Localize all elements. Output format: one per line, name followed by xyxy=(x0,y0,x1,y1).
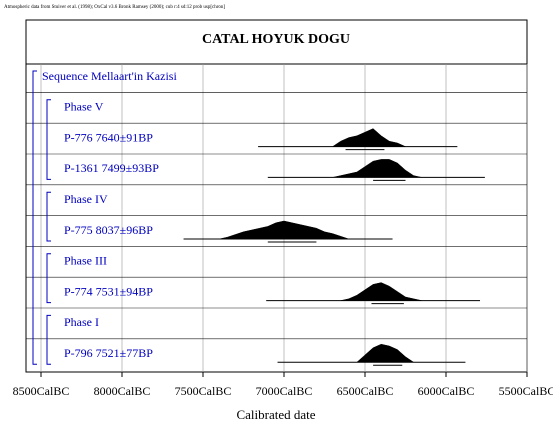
sequence-label: Sequence Mellaart'in Kazisi xyxy=(42,69,177,83)
phase-bracket xyxy=(46,253,51,304)
phase-label: Phase V xyxy=(64,100,104,114)
chart-note: Atmospheric data from Stuiver et al. (19… xyxy=(4,5,225,10)
x-axis-label: Calibrated date xyxy=(236,407,315,422)
phase-bracket xyxy=(46,314,51,365)
x-tick-label: 8000CalBC xyxy=(94,384,151,398)
probability-density xyxy=(356,343,414,363)
phase-label: Phase I xyxy=(64,315,99,329)
sample-label: P-1361 7499±93BP xyxy=(64,161,159,175)
x-tick-label: 8500CalBC xyxy=(13,384,70,398)
x-tick-label: 6000CalBC xyxy=(418,384,475,398)
sample-label: P-774 7531±94BP xyxy=(64,284,153,298)
x-tick-label: 5500CalBC xyxy=(499,384,553,398)
sample-label: P-776 7640±91BP xyxy=(64,130,153,144)
sequence-bracket xyxy=(32,70,37,365)
probability-density xyxy=(340,282,422,301)
x-tick-label: 6500CalBC xyxy=(337,384,394,398)
chart-title: CATAL HOYUK DOGU xyxy=(202,32,350,47)
sample-label: P-796 7521±77BP xyxy=(64,346,153,360)
probability-density xyxy=(219,220,349,240)
probability-density xyxy=(332,128,406,147)
x-tick-label: 7000CalBC xyxy=(256,384,313,398)
phase-bracket xyxy=(46,191,51,242)
sample-label: P-775 8037±96BP xyxy=(64,223,153,237)
phase-label: Phase IV xyxy=(64,192,108,206)
phase-label: Phase III xyxy=(64,254,107,268)
x-tick-label: 7500CalBC xyxy=(175,384,232,398)
phase-bracket xyxy=(46,99,51,180)
probability-density xyxy=(332,159,422,178)
